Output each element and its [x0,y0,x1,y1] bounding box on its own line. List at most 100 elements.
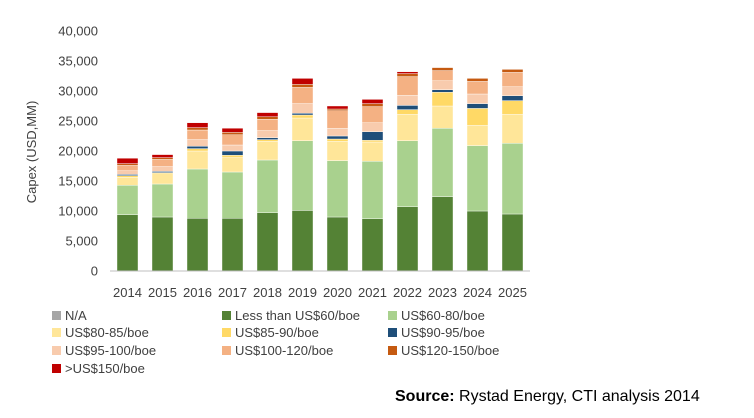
bar-segment [466,78,489,82]
bar-segment [501,213,524,272]
y-axis: 0 5,000 10,000 15,000 20,000 25,000 30,000 35,0… [58,24,98,279]
legend-swatch [52,364,61,373]
legend-item: US$100-120/boe [222,343,333,358]
bar-segment [431,89,454,93]
legend-label: >US$150/boe [65,361,145,376]
bar-segment [151,159,174,167]
bar-segment [396,76,419,96]
bar-segment [221,154,244,158]
bar-segment [291,112,314,116]
bar-segment [186,217,209,272]
y-tick-label: 20,000 [58,144,98,159]
bar-segment [116,175,139,178]
bar-segment [256,159,279,213]
bar-segment [501,95,524,101]
legend-label: US$90-95/boe [401,325,485,340]
x-tick-label: 2014 [113,285,142,300]
bar-segment [221,127,244,133]
x-tick-label: 2016 [183,285,212,300]
bar-stack-2023 [431,67,454,272]
bar-segment [396,105,419,110]
bar-segment [151,216,174,272]
bar-segment [466,210,489,272]
bar-stack-2024 [466,78,489,272]
bar-segment [256,118,279,131]
bar-segment [361,103,384,107]
bar-segment [431,196,454,272]
bar-stack-2017 [221,127,244,272]
bar-segment [361,218,384,272]
legend-swatch [388,311,397,320]
legend-swatch [52,346,61,355]
bar-segment [431,91,454,107]
bar-segment [326,135,349,140]
bar-segment [396,94,419,106]
bar-segment [291,103,314,114]
bar-segment [256,212,279,272]
bar-segment [396,109,419,115]
bar-segment [431,105,454,129]
legend-swatch [388,328,397,337]
bar-segment [256,141,279,161]
y-tick-label: 5,000 [65,234,98,249]
bar-segment [186,129,209,140]
bar-segment [396,71,419,74]
bar-segment [221,150,244,156]
bar-segment [186,145,209,149]
x-tick-label: 2017 [218,285,247,300]
bar-segment [151,166,174,172]
bar-segment [221,134,244,146]
bar-segment [221,171,244,219]
bar-segment [396,114,419,142]
y-tick-label: 25,000 [58,114,98,129]
bar-segment [221,217,244,272]
source-text: Rystad Energy, CTI analysis 2014 [454,388,700,405]
bar-stack-2020 [326,105,349,272]
legend: N/A Less than US$60/boe US$60-80/boe US$80-… [52,308,499,376]
y-tick-label: 30,000 [58,84,98,99]
bar-segment [256,139,279,142]
bar-segment [466,103,489,109]
bar-segment [151,157,174,160]
source-label: Source: [395,388,455,405]
bar-segment [501,72,524,88]
bar-segment [291,210,314,272]
bar-segment [326,141,349,161]
bar-segment [291,78,314,85]
legend-label: US$120-150/boe [401,343,499,358]
bar-segment [186,139,209,147]
bar-segment [466,145,489,212]
bar-segment [256,116,279,120]
bar-stack-2021 [361,99,384,272]
legend-item: US$120-150/boe [388,343,499,358]
bar-segment [116,177,139,186]
bar-segment [431,70,454,81]
bar-segment [326,160,349,218]
bars [116,67,524,272]
bar-segment [501,114,524,144]
bar-stack-2016 [186,122,209,272]
bar-segment [361,131,384,141]
legend-label: US$85-90/boe [235,325,319,340]
legend-item: N/A [52,308,87,323]
x-tick-label: 2023 [428,285,457,300]
legend-item: US$85-90/boe [222,325,319,340]
bar-segment [116,165,139,171]
bar-segment [326,216,349,272]
legend-swatch [388,346,397,355]
bar-stack-2015 [151,154,174,272]
bar-segment [151,173,174,185]
legend-label: N/A [65,308,87,323]
bar-segment [116,214,139,272]
bar-segment [466,108,489,126]
legend-label: Less than US$60/boe [235,308,360,323]
bar-segment [151,183,174,218]
y-tick-label: 10,000 [58,204,98,219]
bar-segment [396,206,419,272]
bar-segment [466,81,489,95]
bar-segment [291,140,314,211]
legend-swatch [52,328,61,337]
bar-segment [396,140,419,208]
bar-segment [186,150,209,170]
